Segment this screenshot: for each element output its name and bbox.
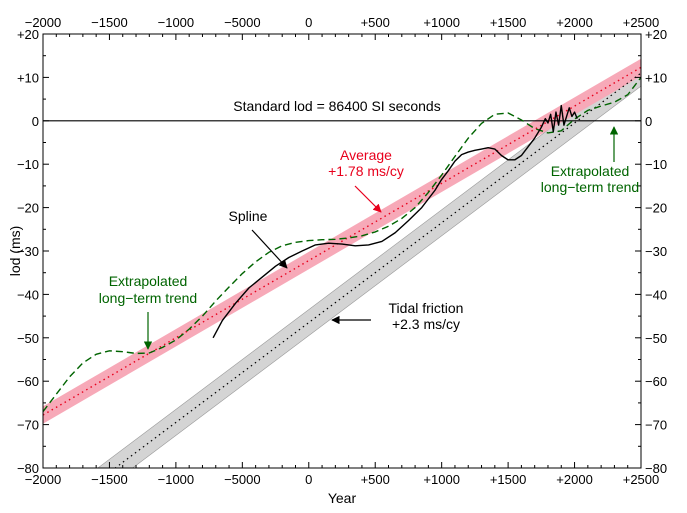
- series-lines: [43, 66, 641, 468]
- y-tick-label-left: −70: [17, 418, 39, 433]
- x-tick-label-bottom: −1000: [158, 472, 195, 487]
- y-tick-label-right: −50: [645, 331, 667, 346]
- x-tick-label-top: −1500: [91, 15, 128, 30]
- annotation-tidal-rate: +2.3 ms/cy: [392, 316, 460, 332]
- x-tick-label-bottom: +1500: [490, 472, 527, 487]
- y-tick-label-right: −40: [645, 287, 667, 302]
- y-axis-title: lod (ms): [7, 226, 23, 277]
- annotation-extrapolated-right-label: Extrapolated: [551, 163, 630, 179]
- x-tick-label-top: +2500: [623, 15, 660, 30]
- y-tick-label-right: −60: [645, 374, 667, 389]
- annotation-tidal-label: Tidal friction: [389, 300, 464, 316]
- annotation-spline-label: Spline: [229, 208, 268, 224]
- annotation-extrapolated-left-label: Extrapolated: [109, 273, 188, 289]
- y-tick-label-right: −80: [645, 461, 667, 476]
- x-tick-label-bottom: −5000: [224, 472, 261, 487]
- x-tick-label-top: +2000: [556, 15, 593, 30]
- x-tick-label-top: −2000: [25, 15, 62, 30]
- annotation-extrapolated-right-trend: long−term trend: [541, 179, 639, 195]
- annotation-average-arrow: [354, 185, 382, 213]
- x-tick-label-bottom: +1000: [423, 472, 460, 487]
- y-tick-label-left: −50: [17, 331, 39, 346]
- y-tick-label-left: +10: [17, 70, 39, 85]
- x-tick-label-top: +1000: [423, 15, 460, 30]
- y-tick-label-right: 0: [645, 114, 652, 129]
- y-tick-label-right: +10: [645, 70, 667, 85]
- x-tick-label-top: +500: [361, 15, 390, 30]
- y-tick-label-left: −20: [17, 201, 39, 216]
- spline-line: [212, 104, 578, 339]
- x-tick-label-bottom: 0: [305, 472, 312, 487]
- y-tick-label-right: −10: [645, 157, 667, 172]
- annotation-spline-arrow: [251, 229, 288, 269]
- y-tick-label-right: −20: [645, 201, 667, 216]
- x-tick-label-bottom: +2000: [556, 472, 593, 487]
- extrapolated-trend-line: [43, 76, 641, 413]
- x-tick-label-top: −1000: [158, 15, 195, 30]
- annotation-standard-lod: Standard lod = 86400 SI seconds: [233, 98, 440, 114]
- x-axis-title: Year: [328, 490, 357, 506]
- y-tick-label-right: +20: [645, 27, 667, 42]
- y-tick-label-left: +20: [17, 27, 39, 42]
- x-tick-label-top: −5000: [224, 15, 261, 30]
- y-tick-label-right: −30: [645, 244, 667, 259]
- annotation-average-rate: +1.78 ms/cy: [328, 163, 404, 179]
- axis-ticks: [42, 33, 642, 469]
- average-line: [43, 66, 641, 416]
- y-tick-label-left: 0: [32, 114, 39, 129]
- x-tick-label-bottom: −1500: [91, 472, 128, 487]
- x-tick-label-bottom: +500: [361, 472, 390, 487]
- y-tick-label-right: −70: [645, 418, 667, 433]
- x-tick-label-bottom: −2000: [25, 472, 62, 487]
- x-tick-label-top: 0: [305, 15, 312, 30]
- y-tick-label-left: −80: [17, 461, 39, 476]
- y-tick-label-left: −10: [17, 157, 39, 172]
- annotation-average-label: Average: [340, 147, 392, 163]
- y-tick-label-left: −40: [17, 287, 39, 302]
- tidal-friction-band: [97, 59, 641, 468]
- y-tick-label-left: −60: [17, 374, 39, 389]
- tick-labels: −2000−2000−1500−1500−1000−1000−5000−5000…: [17, 15, 667, 487]
- annotation-extrapolated-left-trend: long−term trend: [99, 290, 197, 306]
- x-tick-label-top: +1500: [490, 15, 527, 30]
- x-tick-label-bottom: +2500: [623, 472, 660, 487]
- y-tick-label-left: −30: [17, 244, 39, 259]
